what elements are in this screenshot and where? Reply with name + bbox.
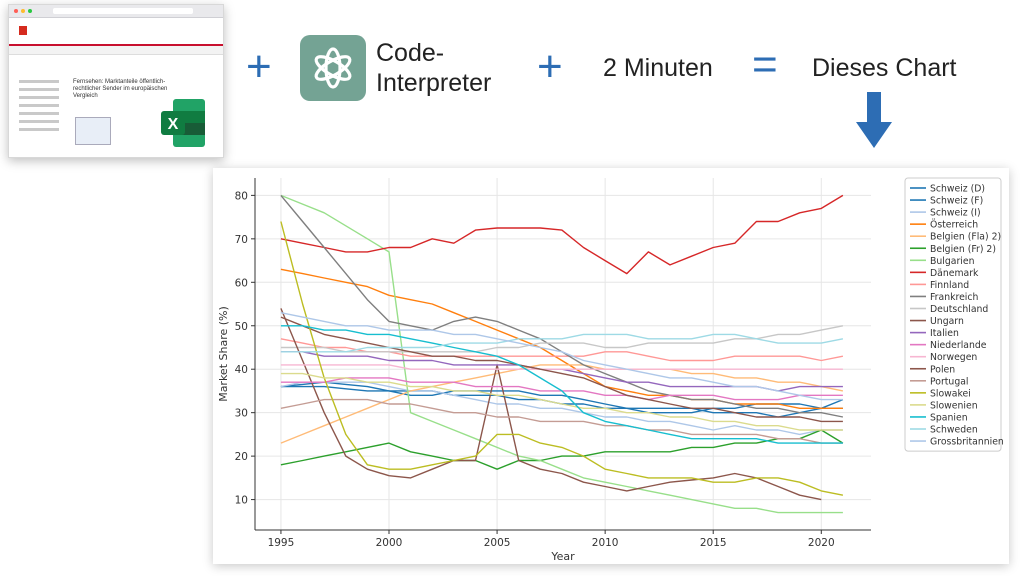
address-bar [53, 8, 193, 14]
legend-label: Slowakei [930, 388, 971, 399]
y-tick-label: 80 [235, 190, 248, 202]
legend-label: Norwegen [930, 352, 977, 363]
legend-label: Frankreich [930, 292, 978, 303]
legend-label: Deutschland [930, 304, 988, 315]
y-tick-label: 60 [235, 277, 248, 289]
chatgpt-logo-icon [300, 35, 366, 101]
maximize-dot-icon [28, 9, 32, 13]
series-line [280, 333, 844, 353]
chart-svg: 1995 2000 2005 2010 2015 2020 10 20 30 40 50 60 70 80… [217, 177, 1004, 563]
excel-icon: X [161, 99, 205, 147]
series-line [280, 316, 843, 423]
series-line [280, 381, 843, 436]
series-line [280, 372, 843, 431]
series-line [280, 364, 843, 370]
code-interpreter-label: Code- Interpreter [376, 39, 492, 97]
series-line [280, 221, 844, 496]
market-share-chart: 1995 2000 2005 2010 2015 2020 10 20 30 40 50 60 70 80… [213, 168, 1009, 564]
x-tick-label: 2000 [376, 537, 403, 549]
minimize-dot-icon [21, 9, 25, 13]
y-tick-label: 20 [235, 451, 248, 463]
browser-screenshot-thumbnail: Fernsehen: Marktanteile öffentlich-recht… [8, 4, 224, 158]
y-axis-label: Market Share (%) [217, 306, 230, 402]
series-line [280, 364, 844, 444]
legend-label: Österreich [930, 220, 978, 231]
legend-label: Spanien [930, 412, 968, 423]
legend-label: Belgien (Fla) 2) [930, 232, 1001, 243]
y-tick-label: 70 [235, 234, 248, 246]
series-line [280, 312, 843, 401]
plus-sign: + [246, 42, 272, 91]
plus-sign-2: + [537, 42, 563, 91]
x-tick-label: 2010 [592, 537, 619, 549]
legend-label: Schweiz (F) [930, 196, 983, 207]
legend-label: Portugal [930, 376, 969, 387]
series-line [280, 351, 843, 392]
page-heading: Fernsehen: Marktanteile öffentlich-recht… [73, 79, 168, 99]
series-line [280, 325, 843, 444]
site-sidebar [19, 75, 69, 136]
series-line [280, 194, 844, 275]
legend-label: Niederlande [930, 340, 987, 351]
equals-sign: = [752, 40, 778, 89]
y-tick-label: 30 [235, 408, 248, 420]
swiss-flag-icon [19, 26, 27, 35]
minutes-label: 2 Minuten [603, 54, 713, 82]
legend-label: Grossbritannien [930, 437, 1004, 448]
y-tick-label: 40 [235, 364, 248, 376]
legend-label: Slowenien [930, 400, 978, 411]
close-dot-icon [14, 9, 18, 13]
x-axis-label: Year [550, 550, 575, 563]
result-label: Dieses Chart [812, 54, 957, 82]
series-line [280, 194, 844, 418]
site-header [9, 18, 223, 46]
x-tick-label: 2005 [484, 537, 511, 549]
series-line [280, 308, 822, 501]
series-line [280, 268, 843, 409]
series-line [280, 194, 843, 514]
legend-label: Italien [930, 328, 959, 339]
y-tick-label: 10 [235, 495, 248, 507]
series-line [280, 398, 843, 444]
legend-label: Dänemark [930, 268, 979, 279]
browser-toolbar [9, 5, 223, 18]
series-line [280, 429, 844, 470]
series-line [280, 381, 844, 418]
legend-label: Schweiz (D) [930, 184, 985, 195]
legend-label: Schweiz (I) [930, 208, 981, 219]
x-tick-label: 2015 [700, 537, 727, 549]
y-tick-label: 50 [235, 321, 248, 333]
x-tick-label: 1995 [268, 537, 295, 549]
table-thumbnail [75, 117, 111, 145]
down-arrow-icon [856, 92, 892, 148]
legend-label: Schweden [930, 425, 978, 436]
site-nav [9, 46, 223, 55]
legend-label: Ungarn [930, 316, 964, 327]
legend-label: Finnland [930, 280, 969, 291]
legend-box [904, 177, 1002, 452]
svg-text:X: X [168, 116, 179, 133]
legend-label: Polen [930, 364, 955, 375]
legend-label: Bulgarien [930, 256, 975, 267]
x-tick-label: 2020 [808, 537, 835, 549]
series-line [280, 325, 844, 353]
legend-label: Belgien (Fr) 2) [930, 244, 996, 255]
